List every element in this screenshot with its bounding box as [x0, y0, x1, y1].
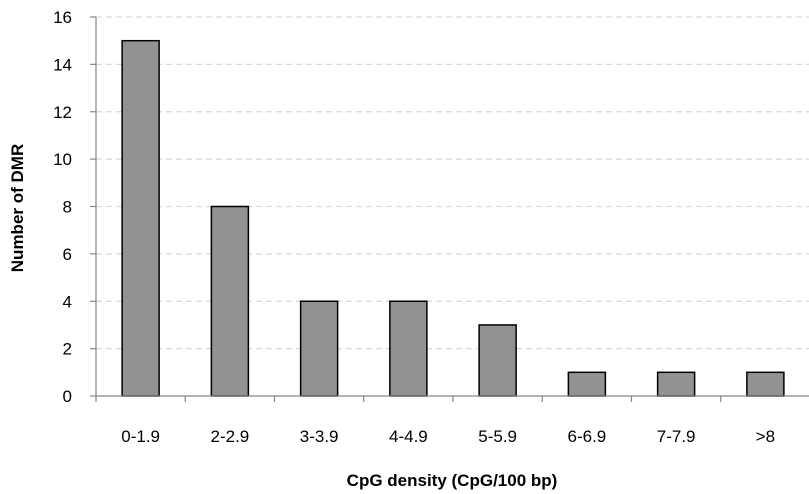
bar — [121, 39, 160, 397]
bar — [478, 324, 517, 397]
bar — [389, 300, 428, 397]
y-tick-label: 6 — [63, 245, 72, 264]
bar — [746, 371, 785, 397]
y-tick-label: 16 — [53, 8, 72, 27]
y-axis-title: Number of DMR — [8, 144, 27, 272]
bar — [656, 371, 696, 397]
x-tick-label: 3-3.9 — [300, 427, 339, 446]
y-tick-label: 4 — [63, 292, 72, 311]
x-tick-label: >8 — [756, 427, 775, 446]
bar — [210, 205, 250, 397]
bar — [299, 300, 339, 397]
x-tick-label: 7-7.9 — [657, 427, 696, 446]
x-tick-labels: 0-1.9 2-2.9 3-3.9 4-4.9 5-5.9 6-6.9 7-7.9 >8 — [121, 427, 775, 446]
y-tick-label: 10 — [53, 150, 72, 169]
y-tick-label: 12 — [53, 103, 72, 122]
x-tick-label: 0-1.9 — [121, 427, 160, 446]
bar — [567, 371, 607, 397]
axes — [90, 16, 809, 402]
y-tick-label: 8 — [63, 198, 72, 217]
x-tick-label: 5-5.9 — [478, 427, 517, 446]
y-tick-label: 14 — [53, 55, 72, 74]
x-tick-label: 6-6.9 — [568, 427, 607, 446]
y-tick-labels: 0 2 4 6 8 10 12 14 16 — [53, 8, 72, 406]
x-axis-title: CpG density (CpG/100 bp) — [347, 471, 558, 490]
grid-lines — [96, 16, 809, 350]
y-tick-label: 0 — [63, 387, 72, 406]
x-tick-label: 4-4.9 — [389, 427, 428, 446]
y-tick-label: 2 — [63, 340, 72, 359]
x-tick-label: 2-2.9 — [211, 427, 250, 446]
bars — [121, 39, 785, 397]
